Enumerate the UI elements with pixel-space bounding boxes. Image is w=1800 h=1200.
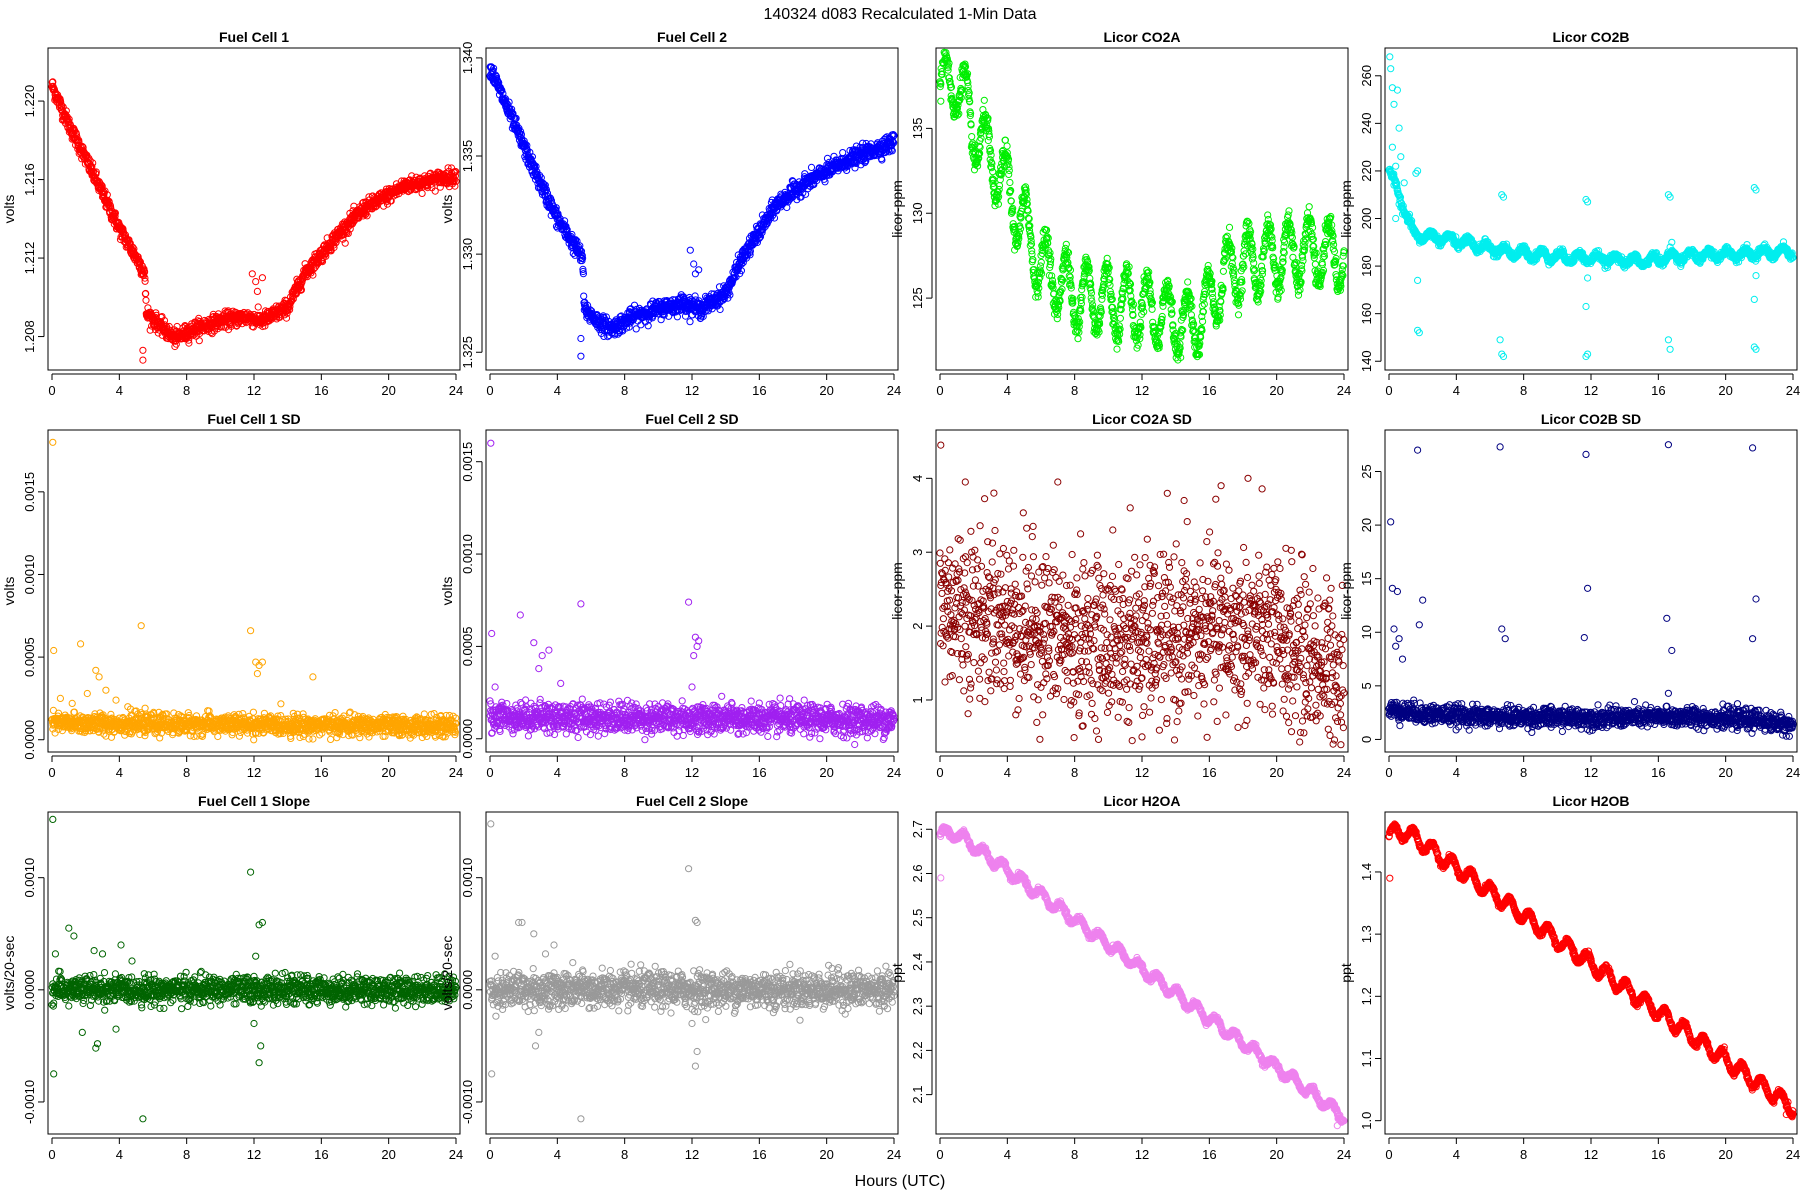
chart-fuel-cell-1-y-tick-label: 1.208	[22, 320, 37, 353]
chart-fuel-cell-2-x-tick-label: 24	[887, 383, 901, 398]
chart-licor-co2a-x-tick-label: 4	[1004, 383, 1011, 398]
chart-fuel-cell-2-y-tick-label: 1.340	[460, 42, 475, 75]
chart-fuel-cell-1-y-tick-label: 1.220	[22, 85, 37, 118]
chart-fuel-cell-1-data-point	[71, 127, 79, 135]
chart-fuel-cell-1-x-tick-label: 0	[48, 383, 55, 398]
chart-licor-co2b-title: Licor CO2B	[1552, 29, 1629, 45]
figure-title: 140324 d083 Recalculated 1-Min Data	[763, 6, 1036, 23]
chart-fuel-cell-2-x-tick-label: 16	[752, 383, 766, 398]
chart-fuel-cell-2-y-tick-label: 1.335	[460, 140, 475, 173]
chart-fuel-cell-2-x-tick-label: 20	[819, 383, 833, 398]
chart-fuel-cell-2-x-tick-label: 4	[554, 383, 561, 398]
chart-fuel-cell-1-x-tick-label: 12	[247, 383, 261, 398]
chart-licor-co2a-x-tick-label: 16	[1202, 383, 1216, 398]
chart-fuel-cell-1-data-point	[92, 168, 100, 176]
figure-x-axis-label: Hours (UTC)	[855, 1173, 946, 1190]
chart-fuel-cell-1-data-point	[63, 113, 71, 121]
chart-licor-co2a-x-tick-label: 12	[1135, 383, 1149, 398]
chart-fuel-cell-1-data-point	[103, 191, 111, 199]
chart-fuel-cell-1-x-tick-label: 8	[183, 383, 190, 398]
chart-licor-co2a-y-tick-label: 135	[910, 118, 925, 140]
chart-fuel-cell-1-y-tick-label: 1.216	[22, 163, 37, 196]
chart-fuel-cell-2-title: Fuel Cell 2	[657, 29, 727, 45]
chart-fuel-cell-2-x-tick-label: 8	[621, 383, 628, 398]
chart-licor-co2b-y-axis-label: licor-ppm	[1338, 180, 1354, 238]
chart-licor-co2a-y-tick-label: 125	[910, 287, 925, 309]
chart-fuel-cell-1-data-point	[89, 159, 97, 167]
chart-fuel-cell-1-data-point	[105, 198, 113, 206]
chart-fuel-cell-2-x-tick-label: 0	[486, 383, 493, 398]
chart-fuel-cell-2-x-tick-label: 12	[685, 383, 699, 398]
panel-grid: Fuel Cell 1 volts 0 4 8 12 16 20 24 1.208 1.212 1.2…	[1, 29, 1800, 1162]
chart-licor-co2a-x-tick-label: 0	[936, 383, 943, 398]
chart-licor-co2a-y-axis-label: licor-ppm	[889, 180, 905, 238]
chart-fuel-cell-1-y-tick-label: 1.212	[22, 242, 37, 275]
chart-fuel-cell-1-x-tick-label: 16	[314, 383, 328, 398]
chart-fuel-cell-1-data-point	[78, 142, 86, 150]
chart-fuel-cell-1-points	[48, 78, 460, 364]
chart-fuel-cell-2-y-tick-label: 1.325	[460, 336, 475, 369]
chart-fuel-cell-1-data-point	[65, 115, 73, 123]
chart-fuel-cell-1-title: Fuel Cell 1	[219, 29, 289, 45]
chart-fuel-cell-1-x-tick-label: 24	[449, 383, 463, 398]
chart-fuel-cell-1: Fuel Cell 1 volts 0 4 8 12 16 20 24 1.208 1.212 1.2…	[1, 29, 463, 398]
chart-fuel-cell-1-y-axis-label: volts	[1, 195, 17, 224]
chart-fuel-cell-1-x-tick-label: 4	[116, 383, 123, 398]
chart-licor-co2a-x-tick-label: 24	[1337, 383, 1351, 398]
chart-licor-co2a-x-tick-label: 20	[1269, 383, 1283, 398]
chart-fuel-cell-1-x-tick-label: 20	[381, 383, 395, 398]
chart-fuel-cell-1-data-point	[101, 187, 109, 195]
chart-licor-co2a-y-tick-label: 130	[910, 202, 925, 224]
chart-licor-co2a-x-tick-label: 8	[1071, 383, 1078, 398]
chart-fuel-cell-2-y-axis-label: volts	[439, 195, 455, 224]
chart-fuel-cell-2-y-tick-label: 1.330	[460, 238, 475, 271]
chart-licor-co2a-title: Licor CO2A	[1103, 29, 1180, 45]
